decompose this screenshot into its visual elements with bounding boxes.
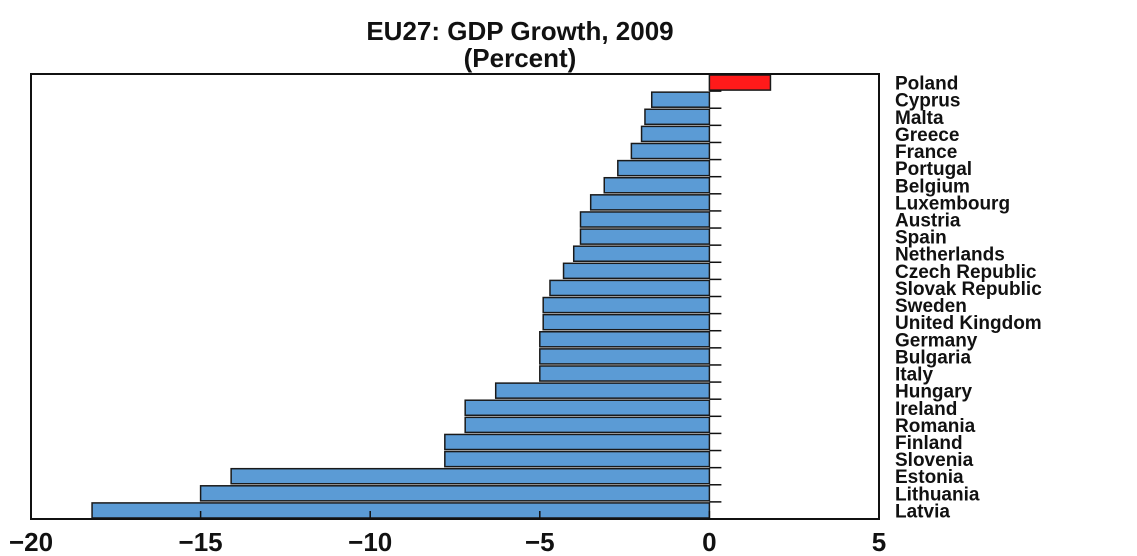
category-label: Bulgaria bbox=[895, 347, 971, 368]
bar-romania bbox=[464, 416, 711, 434]
x-tick-label: −5 bbox=[525, 527, 555, 556]
category-label: Ireland bbox=[895, 399, 957, 420]
category-label: Italy bbox=[895, 365, 933, 386]
category-label: Germany bbox=[895, 330, 978, 351]
chart-title: EU27: GDP Growth, 2009 bbox=[366, 16, 673, 46]
category-label: Estonia bbox=[895, 467, 964, 488]
category-label: United Kingdom bbox=[895, 313, 1042, 334]
category-label: Netherlands bbox=[895, 245, 1005, 266]
bar-netherlands bbox=[572, 245, 711, 262]
category-label: Finland bbox=[895, 433, 963, 454]
bar-luxembourg bbox=[589, 194, 711, 211]
category-label: Hungary bbox=[895, 382, 973, 403]
category-label: Latvia bbox=[895, 501, 950, 522]
bar-united-kingdom bbox=[542, 313, 711, 331]
bar-spain bbox=[579, 228, 711, 245]
bar-czech-republic bbox=[562, 262, 711, 280]
bar-bulgaria bbox=[539, 348, 711, 365]
chart-subtitle: (Percent) bbox=[464, 43, 577, 73]
bar-slovak-republic bbox=[549, 279, 711, 297]
category-label: Lithuania bbox=[895, 484, 980, 505]
plot-frame bbox=[30, 73, 880, 520]
bar-finland bbox=[444, 433, 711, 451]
bar-italy bbox=[539, 365, 711, 382]
x-tick-label: −10 bbox=[348, 527, 392, 556]
category-label: Sweden bbox=[895, 296, 967, 317]
bar-cyprus bbox=[650, 91, 711, 108]
category-label: Cyprus bbox=[895, 91, 960, 112]
bar-sweden bbox=[542, 296, 711, 314]
category-label: Belgium bbox=[895, 176, 970, 197]
category-label: Greece bbox=[895, 125, 959, 146]
category-labels: PolandCyprusMaltaGreeceFrancePortugalBel… bbox=[895, 74, 1042, 523]
category-label: Luxembourg bbox=[895, 193, 1010, 214]
category-label: Czech Republic bbox=[895, 262, 1037, 283]
bar-poland bbox=[708, 74, 772, 91]
bar-austria bbox=[579, 211, 711, 228]
bar-malta bbox=[644, 108, 711, 126]
bar-latvia bbox=[91, 502, 711, 519]
category-label: Spain bbox=[895, 228, 947, 249]
bar-ireland bbox=[464, 399, 711, 417]
category-label: Malta bbox=[895, 108, 944, 129]
bar-hungary bbox=[494, 382, 711, 399]
bar-estonia bbox=[230, 467, 711, 485]
x-tick-label: 5 bbox=[872, 527, 886, 556]
bar-lithuania bbox=[199, 485, 711, 502]
x-tick-label: −20 bbox=[9, 527, 53, 556]
bar-portugal bbox=[617, 159, 711, 177]
x-tick-labels: −20 −15 −10 −5 0 5 bbox=[9, 527, 886, 556]
category-label: Romania bbox=[895, 416, 976, 437]
ticks-group bbox=[30, 90, 880, 520]
bars-group bbox=[91, 74, 772, 519]
category-label: Austria bbox=[895, 210, 961, 231]
bar-greece bbox=[640, 125, 711, 143]
category-label: Portugal bbox=[895, 159, 972, 180]
category-label: Slovenia bbox=[895, 450, 974, 471]
category-label: Slovak Republic bbox=[895, 279, 1042, 300]
bar-france bbox=[630, 142, 711, 160]
x-tick-label: 0 bbox=[702, 527, 716, 556]
bar-slovenia bbox=[444, 450, 711, 468]
category-label: Poland bbox=[895, 74, 958, 95]
bar-germany bbox=[539, 331, 711, 348]
category-label: France bbox=[895, 142, 957, 163]
bar-belgium bbox=[603, 176, 711, 194]
x-tick-label: −15 bbox=[179, 527, 223, 556]
